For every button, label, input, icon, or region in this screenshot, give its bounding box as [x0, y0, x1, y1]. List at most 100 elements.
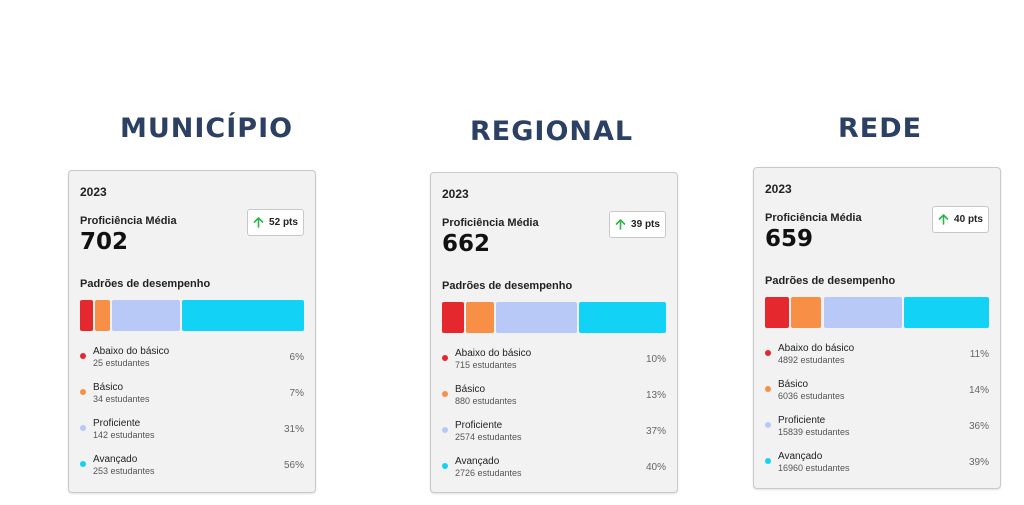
legend-percent: 36% [968, 421, 989, 432]
legend-item-proficiente: Proficiente 142 estudantes 31% [80, 418, 304, 448]
delta-badge: 40 pts [932, 206, 989, 233]
performance-standards-label: Padrões de desempenho [765, 275, 896, 287]
legend-dot [765, 350, 771, 356]
legend-count: 715 estudantes [455, 360, 517, 370]
legend-percent: 31% [283, 424, 304, 435]
arrow-up-icon [253, 217, 264, 228]
legend-dot [765, 458, 771, 464]
legend-dot [765, 386, 771, 392]
legend-item-proficiente: Proficiente 15839 estudantes 36% [765, 415, 989, 445]
legend-percent: 11% [969, 349, 989, 360]
card-year: 2023 [765, 182, 792, 196]
legend-dot [80, 425, 86, 431]
legend-name: Abaixo do básico [455, 348, 532, 359]
legend-item-abaixo: Abaixo do básico 4892 estudantes 11% [765, 343, 989, 373]
performance-stacked-bar [80, 300, 304, 331]
bar-segment-proficiente [496, 302, 577, 333]
delta-badge: 39 pts [609, 211, 666, 238]
delta-value: 40 pts [954, 214, 983, 225]
panel-title-rede: REDE [837, 113, 923, 144]
performance-card-regional: 2023 Proficiência Média 662 39 pts Padrõ… [430, 172, 678, 493]
delta-badge: 52 pts [247, 209, 304, 236]
legend-percent: 39% [968, 457, 989, 468]
legend-item-proficiente: Proficiente 2574 estudantes 37% [442, 420, 666, 450]
legend-item-basico: Básico 880 estudantes 13% [442, 384, 666, 414]
card-year: 2023 [80, 185, 107, 199]
bar-segment-basico [95, 300, 111, 331]
bar-segment-abaixo [80, 300, 94, 331]
bar-segment-proficiente [112, 300, 180, 331]
legend-name: Abaixo do básico [778, 343, 855, 354]
legend-count: 25 estudantes [93, 358, 150, 368]
legend-name: Avançado [93, 454, 138, 465]
legend-dot [80, 461, 86, 467]
legend-percent: 56% [283, 460, 304, 471]
legend-dot [765, 422, 771, 428]
legend-dot [80, 353, 86, 359]
legend-count: 6036 estudantes [778, 391, 845, 401]
legend-dot [442, 391, 448, 397]
legend-name: Avançado [455, 456, 500, 467]
performance-card-municipio: 2023 Proficiência Média 702 52 pts Padrõ… [68, 170, 316, 493]
legend-count: 34 estudantes [93, 394, 150, 404]
proficiency-value: 659 [765, 226, 814, 252]
proficiency-label: Proficiência Média [80, 215, 177, 227]
performance-stacked-bar [442, 302, 666, 333]
delta-value: 39 pts [631, 219, 660, 230]
legend-percent: 14% [968, 385, 989, 396]
legend-name: Básico [778, 379, 809, 390]
bar-segment-basico [465, 302, 495, 333]
legend-count: 880 estudantes [455, 396, 517, 406]
legend-dot [442, 463, 448, 469]
legend-percent: 37% [645, 426, 666, 437]
performance-standards-label: Padrões de desempenho [442, 280, 573, 292]
legend-count: 2574 estudantes [455, 432, 522, 442]
proficiency-value: 662 [442, 231, 491, 257]
panel-title-municipio: MUNICÍPIO [120, 113, 294, 144]
legend-count: 142 estudantes [93, 430, 155, 440]
legend-item-avancado: Avançado 16960 estudantes 39% [765, 451, 989, 481]
arrow-up-icon [615, 219, 626, 230]
legend-percent: 7% [289, 388, 304, 399]
legend-name: Abaixo do básico [93, 346, 170, 357]
legend-dot [442, 355, 448, 361]
proficiency-label: Proficiência Média [442, 217, 539, 229]
performance-standards-label: Padrões de desempenho [80, 278, 211, 290]
legend-name: Proficiente [778, 415, 826, 426]
legend-dot [442, 427, 448, 433]
panel-title-regional: REGIONAL [470, 116, 634, 147]
legend-name: Básico [93, 382, 124, 393]
legend-count: 253 estudantes [93, 466, 155, 476]
arrow-up-icon [938, 214, 949, 225]
proficiency-value: 702 [80, 229, 129, 255]
performance-stacked-bar [765, 297, 989, 328]
legend-percent: 40% [645, 462, 666, 473]
bar-segment-abaixo [442, 302, 464, 333]
bar-segment-basico [790, 297, 822, 328]
legend-item-abaixo: Abaixo do básico 715 estudantes 10% [442, 348, 666, 378]
legend-count: 4892 estudantes [778, 355, 845, 365]
bar-segment-avancado [181, 300, 304, 331]
legend-percent: 13% [645, 390, 666, 401]
bar-segment-abaixo [765, 297, 789, 328]
performance-card-rede: 2023 Proficiência Média 659 40 pts Padrõ… [753, 167, 1001, 489]
legend-item-abaixo: Abaixo do básico 25 estudantes 6% [80, 346, 304, 376]
legend-name: Básico [455, 384, 486, 395]
legend-item-avancado: Avançado 2726 estudantes 40% [442, 456, 666, 486]
proficiency-label: Proficiência Média [765, 212, 862, 224]
legend-dot [80, 389, 86, 395]
card-year: 2023 [442, 187, 469, 201]
legend-item-basico: Básico 34 estudantes 7% [80, 382, 304, 412]
legend-name: Proficiente [93, 418, 141, 429]
legend-name: Avançado [778, 451, 823, 462]
legend-count: 15839 estudantes [778, 427, 850, 437]
legend-item-basico: Básico 6036 estudantes 14% [765, 379, 989, 409]
legend-item-avancado: Avançado 253 estudantes 56% [80, 454, 304, 484]
legend-count: 2726 estudantes [455, 468, 522, 478]
bar-segment-proficiente [823, 297, 902, 328]
bar-segment-avancado [903, 297, 989, 328]
legend-name: Proficiente [455, 420, 503, 431]
bar-segment-avancado [578, 302, 666, 333]
delta-value: 52 pts [269, 217, 298, 228]
legend-count: 16960 estudantes [778, 463, 850, 473]
